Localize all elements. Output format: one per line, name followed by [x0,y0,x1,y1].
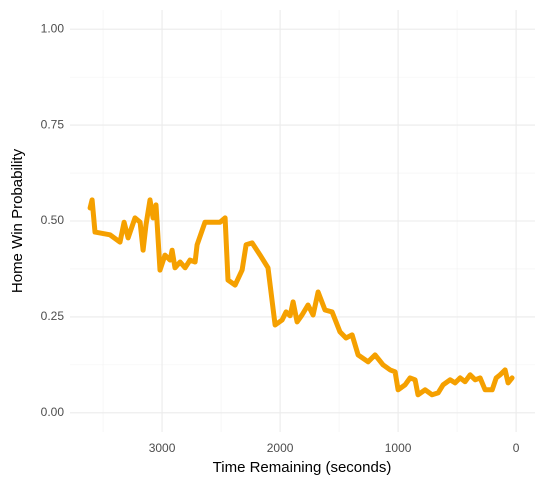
x-tick-label: 0 [513,441,520,455]
x-tick-label: 1000 [385,441,412,455]
y-axis-title: Home Win Probability [9,148,26,293]
y-tick-label: 0.25 [41,309,65,323]
y-tick-label: 0.75 [41,117,65,131]
y-tick-label: 0.50 [41,213,65,227]
y-tick-label: 0.00 [41,405,65,419]
x-tick-label: 3000 [149,441,176,455]
y-tick-label: 1.00 [41,21,65,35]
x-axis-title: Time Remaining (seconds) [213,459,392,476]
line [87,197,515,398]
x-tick-label: 2000 [267,441,294,455]
